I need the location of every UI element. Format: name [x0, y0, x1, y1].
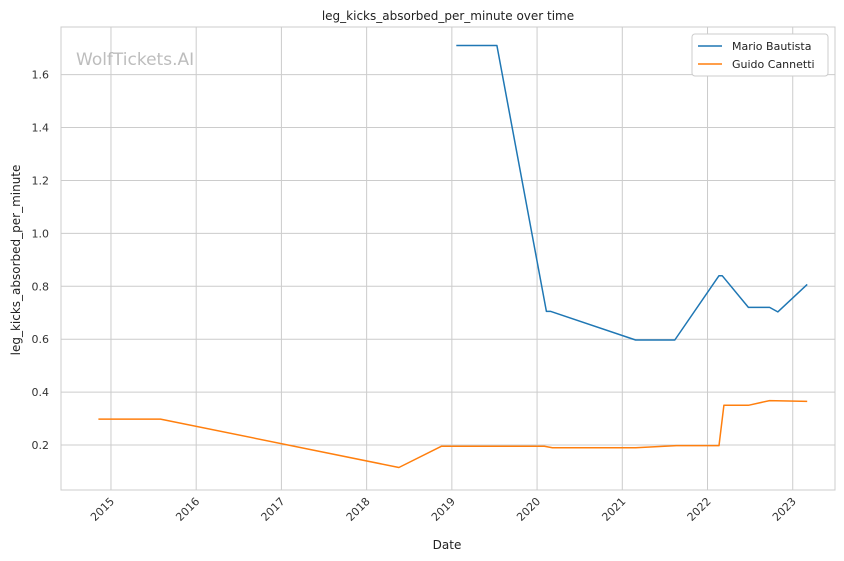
series-line — [456, 44, 808, 341]
x-tick-label: 2015 — [88, 495, 117, 524]
y-axis-label: leg_kicks_absorbed_per_minute — [9, 165, 23, 356]
x-tick-label: 2018 — [344, 495, 373, 524]
y-tick-label: 1.6 — [32, 69, 50, 82]
legend: Mario Bautista Guido Cannetti — [691, 33, 829, 77]
x-tick-label: 2017 — [259, 495, 288, 524]
y-tick-label: 1.2 — [32, 174, 50, 187]
x-tick-label: 2022 — [685, 495, 714, 524]
x-tick-label: 2019 — [429, 495, 458, 524]
series-lines — [98, 44, 808, 469]
series-line — [98, 399, 808, 469]
y-tick-label: 0.6 — [32, 333, 50, 346]
plot-frame — [60, 26, 836, 491]
y-tick-label: 1.0 — [32, 227, 50, 240]
y-tick-label: 0.8 — [32, 280, 50, 293]
tick-labels: 2015 2016 2017 2018 2019 2020 2021 2022 2023 0.2 0… — [32, 69, 799, 524]
legend-label: Guido Cannetti — [732, 58, 815, 71]
watermark: WolfTickets.AI — [76, 50, 194, 70]
x-axis-label: Date — [433, 538, 462, 552]
grid-lines — [61, 27, 835, 490]
y-tick-label: 0.4 — [32, 386, 50, 399]
x-tick-label: 2023 — [770, 495, 799, 524]
x-tick-label: 2016 — [173, 495, 202, 524]
y-tick-label: 1.4 — [32, 122, 50, 135]
y-tick-label: 0.2 — [32, 439, 50, 452]
x-tick-label: 2020 — [514, 495, 543, 524]
chart-title: leg_kicks_absorbed_per_minute over time — [322, 9, 574, 23]
x-tick-label: 2021 — [599, 495, 628, 524]
legend-box — [691, 33, 829, 77]
legend-label: Mario Bautista — [732, 40, 811, 53]
